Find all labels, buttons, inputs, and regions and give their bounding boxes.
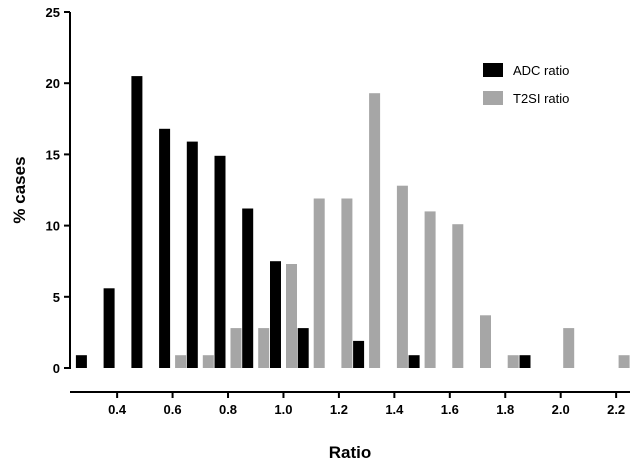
t2si-bar xyxy=(396,185,408,368)
y-tick-label: 5 xyxy=(53,290,60,305)
y-tick-label: 15 xyxy=(46,147,60,162)
adc-bar xyxy=(408,355,420,368)
y-axis-title: % cases xyxy=(10,156,29,223)
legend: ADC ratio T2SI ratio xyxy=(483,63,569,106)
t2si-bar xyxy=(286,264,297,368)
adc-bar xyxy=(131,76,143,368)
adc-bar xyxy=(270,261,281,368)
t2si-bar xyxy=(618,355,630,368)
adc-bar xyxy=(297,328,309,368)
t2si-bar xyxy=(563,328,575,368)
adc-bar xyxy=(353,340,365,368)
t2si-bar xyxy=(313,198,325,368)
adc-bar xyxy=(214,155,226,368)
x-ticks: 0.4 0.6 0.8 1.0 1.2 1.4 1.6 1.8 2.0 2.2 xyxy=(108,392,625,417)
adc-bar xyxy=(75,355,87,368)
x-tick-label: 0.6 xyxy=(164,402,182,417)
x-tick-label: 1.6 xyxy=(441,402,459,417)
adc-bar xyxy=(159,128,171,368)
t2si-bar xyxy=(258,328,270,368)
t2si-bar xyxy=(452,224,464,368)
x-tick-label: 0.8 xyxy=(219,402,237,417)
t2si-bar xyxy=(175,355,187,368)
legend-label-adc: ADC ratio xyxy=(513,63,569,78)
x-tick-label: 2.2 xyxy=(607,402,625,417)
t2si-bar xyxy=(424,211,436,368)
y-tick-label: 0 xyxy=(53,361,60,376)
legend-label-t2si: T2SI ratio xyxy=(513,91,569,106)
x-tick-label: 1.2 xyxy=(330,402,348,417)
axes-group: 0 5 10 15 20 25 0.4 0.6 0.8 1.0 1.2 1.4 1.6 1.8 2.0 2.… xyxy=(46,5,630,417)
bars-group xyxy=(75,76,630,368)
y-tick-label: 10 xyxy=(46,219,60,234)
adc-bar xyxy=(519,355,531,368)
t2si-bar xyxy=(230,328,242,368)
adc-bar xyxy=(186,141,198,368)
t2si-bar xyxy=(480,315,491,368)
y-tick-label: 25 xyxy=(46,5,60,20)
legend-swatch-adc xyxy=(483,63,503,77)
adc-bar xyxy=(242,208,254,368)
y-ticks: 0 5 10 15 20 25 xyxy=(46,5,70,376)
x-tick-label: 1.8 xyxy=(496,402,514,417)
t2si-bar xyxy=(369,93,381,368)
x-tick-label: 1.0 xyxy=(274,402,292,417)
x-tick-label: 2.0 xyxy=(552,402,570,417)
x-axis-title: Ratio xyxy=(329,443,372,462)
x-tick-label: 0.4 xyxy=(108,402,127,417)
adc-bar xyxy=(103,288,115,368)
t2si-bar xyxy=(507,355,519,368)
t2si-bar xyxy=(341,198,353,368)
x-tick-label: 1.4 xyxy=(385,402,404,417)
legend-swatch-t2si xyxy=(483,91,503,105)
t2si-bar xyxy=(202,355,214,368)
y-tick-label: 20 xyxy=(46,76,60,91)
